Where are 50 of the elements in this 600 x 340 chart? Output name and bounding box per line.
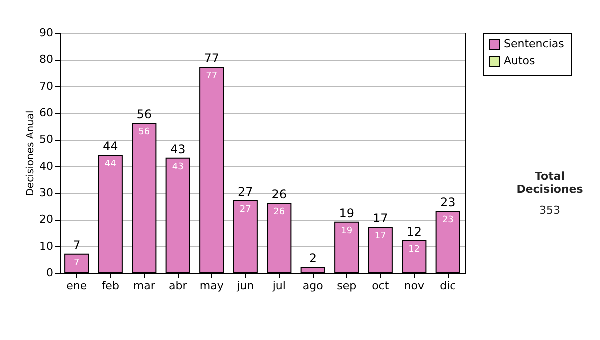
y-tick-label: 90 (40, 26, 54, 40)
total-label: 2 (309, 252, 317, 266)
data-label: 27 (240, 205, 252, 215)
text: Total Decisiones (516, 170, 584, 196)
data-label: 17 (374, 232, 386, 242)
x-tick-label: oct (372, 280, 390, 292)
data-label: 77 (206, 72, 218, 82)
total-label: 26 (272, 188, 288, 202)
total-label: 77 (204, 52, 220, 66)
legend-label: Autos (504, 54, 536, 68)
y-tick-label: 30 (40, 186, 54, 200)
total-label: 19 (339, 206, 355, 220)
x-tick-label: nov (404, 280, 425, 292)
text: 353 (538, 204, 562, 217)
y-tick-label: 50 (40, 133, 54, 146)
data-label: 26 (274, 208, 286, 218)
x-tick-label: jun (236, 280, 254, 292)
total-label: 44 (102, 140, 118, 154)
data-label: 56 (138, 128, 150, 138)
y-axis-title: Decisiones Anual (26, 110, 37, 196)
x-tick-label: ene (66, 280, 88, 292)
data-label: 19 (341, 226, 353, 236)
data-label: 44 (104, 160, 117, 170)
total-label: 7 (73, 238, 81, 252)
total-label: 27 (238, 185, 254, 199)
total-label: 23 (440, 196, 456, 210)
x-tick-label: may (200, 280, 224, 292)
total-label: 56 (136, 108, 152, 122)
data-label: 12 (408, 245, 420, 255)
x-tick-label: feb (102, 280, 120, 292)
y-tick-label: 80 (40, 53, 54, 66)
y-tick-label: 20 (40, 213, 54, 226)
x-tick-label: sep (337, 280, 357, 292)
total-label: 43 (170, 142, 186, 156)
legend-label: Sentencias (504, 38, 565, 50)
y-tick-label: 0 (46, 266, 54, 280)
y-tick-label: 70 (40, 80, 54, 93)
y-tick-label: 60 (40, 106, 54, 120)
x-tick-label: mar (133, 280, 156, 292)
x-tick-label: jul (272, 280, 286, 292)
data-label: 23 (442, 216, 454, 226)
total-label: 17 (372, 212, 388, 226)
y-tick-label: 40 (40, 160, 54, 173)
x-tick-label: dic (440, 280, 456, 292)
x-tick-label: abr (169, 280, 188, 292)
data-label: 7 (74, 258, 80, 268)
data-label: 43 (172, 162, 184, 172)
y-tick-label: 10 (40, 240, 54, 253)
total-label: 12 (406, 225, 422, 239)
x-tick-label: ago (302, 280, 324, 292)
